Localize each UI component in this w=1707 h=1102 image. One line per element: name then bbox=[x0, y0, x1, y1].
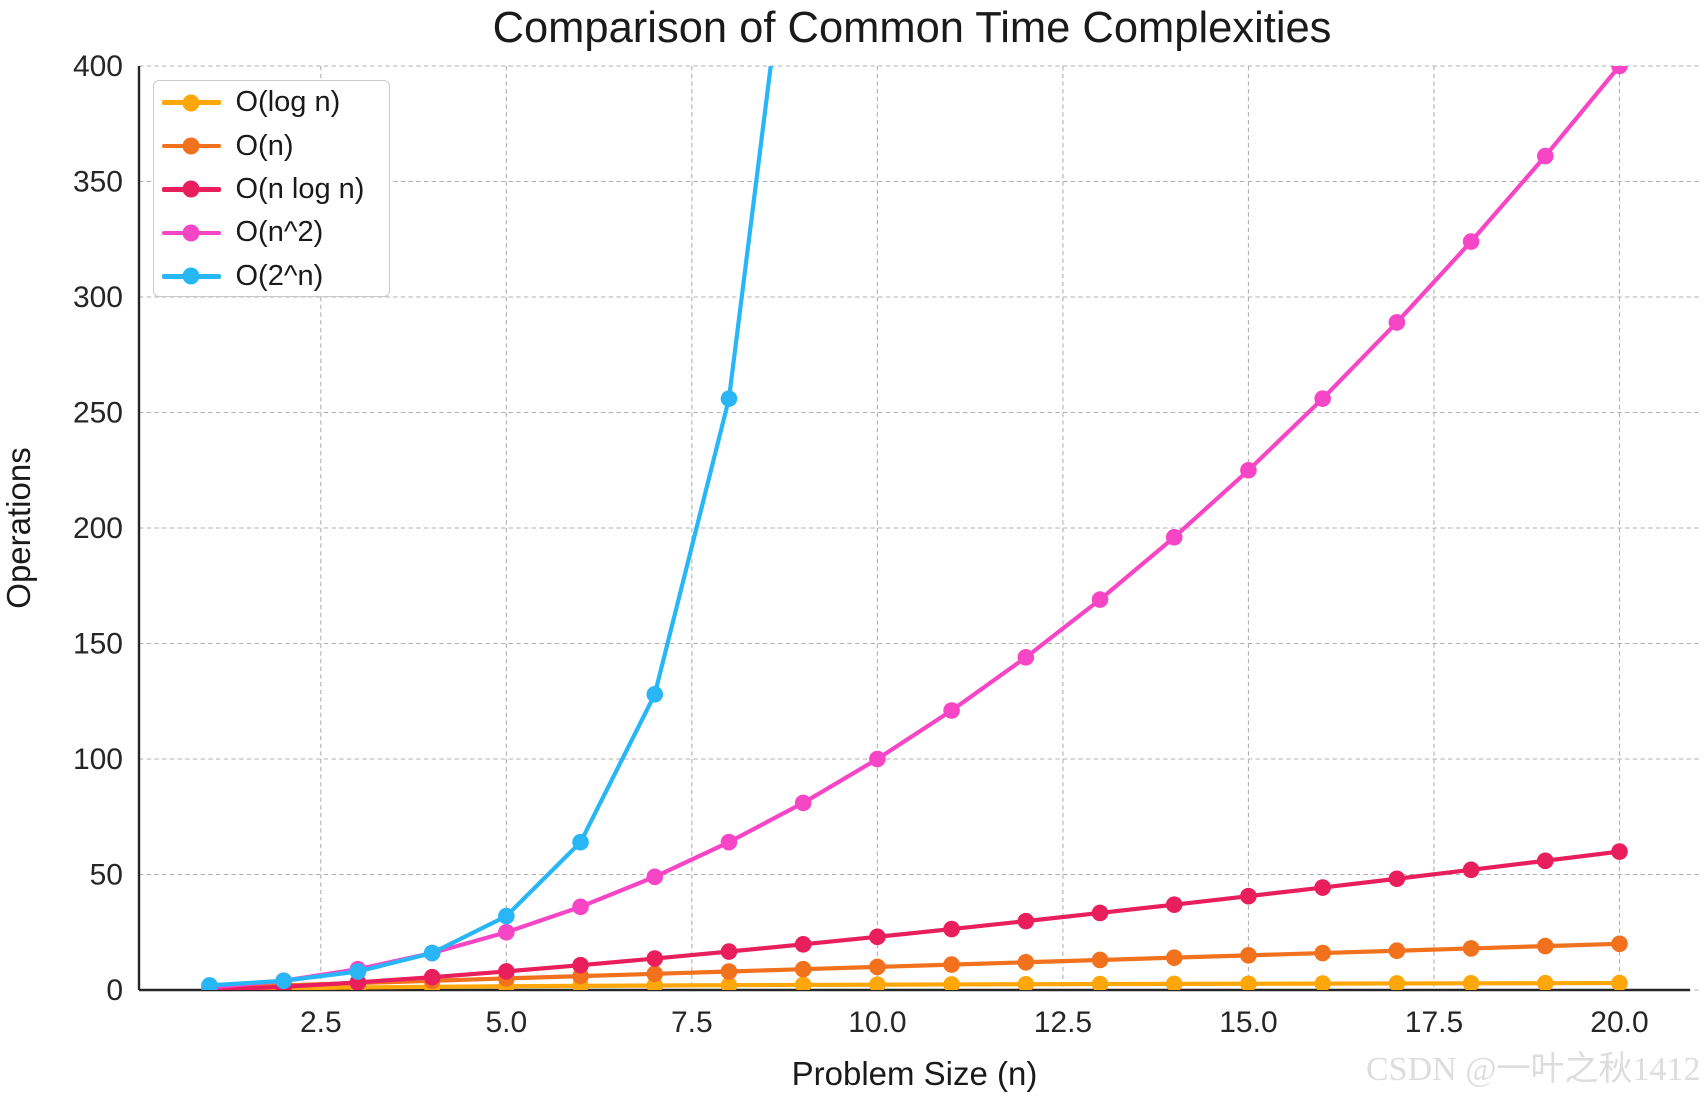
svg-text:250: 250 bbox=[73, 397, 123, 430]
svg-text:7.5: 7.5 bbox=[671, 1006, 713, 1039]
svg-text:400: 400 bbox=[73, 50, 123, 83]
svg-text:150: 150 bbox=[73, 628, 123, 661]
svg-text:350: 350 bbox=[73, 166, 123, 199]
svg-text:2.5: 2.5 bbox=[300, 1006, 342, 1039]
svg-text:20.0: 20.0 bbox=[1590, 1006, 1648, 1039]
svg-text:300: 300 bbox=[73, 281, 123, 314]
svg-text:Comparison of Common Time Comp: Comparison of Common Time Complexities bbox=[493, 4, 1332, 52]
svg-text:10.0: 10.0 bbox=[848, 1006, 906, 1039]
svg-text:5.0: 5.0 bbox=[485, 1006, 527, 1039]
svg-text:15.0: 15.0 bbox=[1219, 1006, 1277, 1039]
svg-text:Operations: Operations bbox=[0, 447, 37, 608]
svg-text:17.5: 17.5 bbox=[1405, 1006, 1463, 1039]
svg-text:100: 100 bbox=[73, 743, 123, 776]
svg-text:0: 0 bbox=[106, 974, 123, 1007]
svg-text:Problem Size (n): Problem Size (n) bbox=[792, 1055, 1038, 1092]
svg-text:50: 50 bbox=[90, 859, 123, 892]
svg-text:CSDN @一叶之秋1412: CSDN @一叶之秋1412 bbox=[1366, 1050, 1701, 1088]
svg-text:200: 200 bbox=[73, 512, 123, 545]
svg-text:12.5: 12.5 bbox=[1034, 1006, 1092, 1039]
